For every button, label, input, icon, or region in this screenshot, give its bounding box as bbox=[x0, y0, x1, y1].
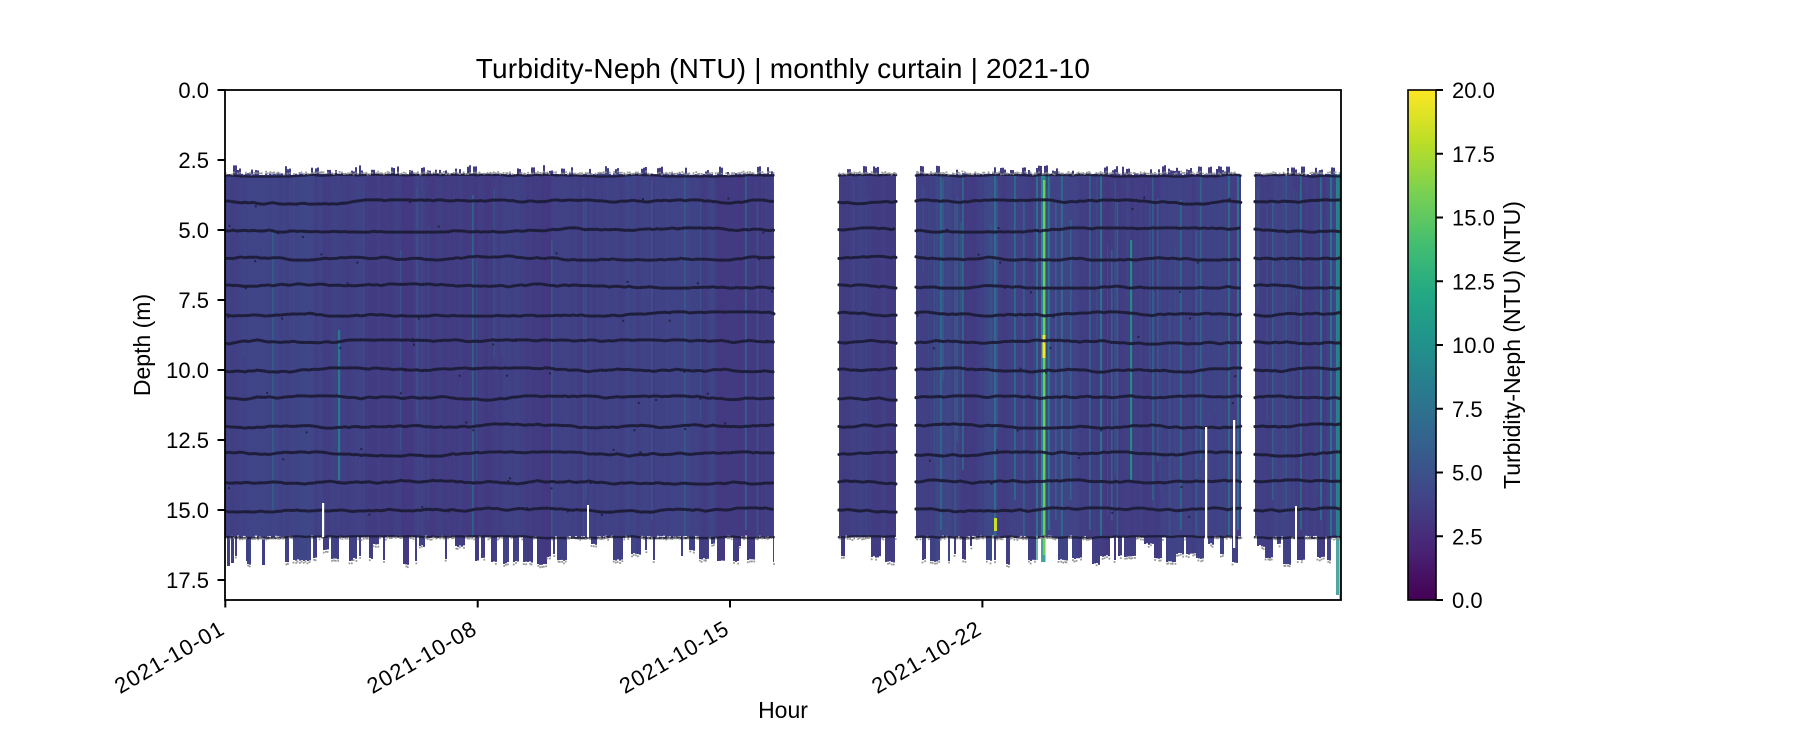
svg-text:0.0: 0.0 bbox=[178, 78, 209, 103]
svg-text:17.5: 17.5 bbox=[166, 568, 209, 593]
svg-text:10.0: 10.0 bbox=[166, 358, 209, 383]
svg-text:20.0: 20.0 bbox=[1452, 78, 1495, 103]
svg-text:Hour: Hour bbox=[758, 697, 808, 723]
svg-text:Turbidity-Neph (NTU) (NTU): Turbidity-Neph (NTU) (NTU) bbox=[1499, 201, 1525, 489]
svg-text:12.5: 12.5 bbox=[1452, 269, 1495, 294]
svg-text:2.5: 2.5 bbox=[1452, 524, 1483, 549]
svg-text:17.5: 17.5 bbox=[1452, 142, 1495, 167]
svg-text:5.0: 5.0 bbox=[178, 218, 209, 243]
svg-text:Turbidity-Neph (NTU) | monthly: Turbidity-Neph (NTU) | monthly curtain |… bbox=[476, 53, 1090, 84]
svg-text:2.5: 2.5 bbox=[178, 148, 209, 173]
svg-text:7.5: 7.5 bbox=[178, 288, 209, 313]
svg-text:0.0: 0.0 bbox=[1452, 588, 1483, 613]
svg-text:7.5: 7.5 bbox=[1452, 397, 1483, 422]
svg-text:Depth (m): Depth (m) bbox=[129, 294, 155, 396]
svg-text:10.0: 10.0 bbox=[1452, 333, 1495, 358]
svg-text:15.0: 15.0 bbox=[166, 498, 209, 523]
svg-text:15.0: 15.0 bbox=[1452, 206, 1495, 231]
svg-text:12.5: 12.5 bbox=[166, 428, 209, 453]
svg-text:5.0: 5.0 bbox=[1452, 461, 1483, 486]
